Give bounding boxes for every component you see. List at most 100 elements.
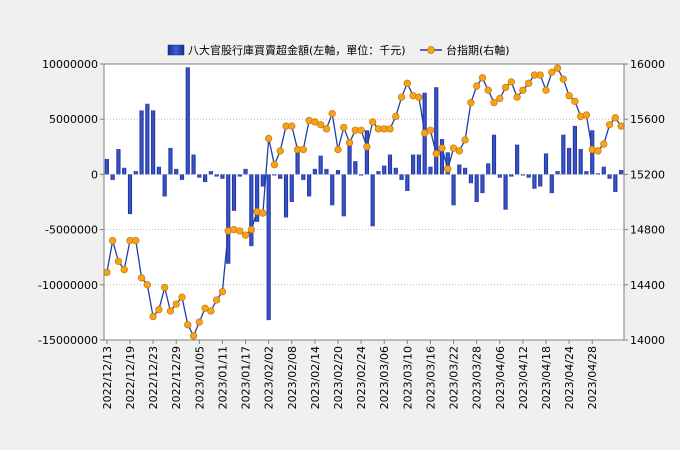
line-point — [507, 78, 515, 86]
left-axis-ticks: 10000000 5000000 0 -5000000 -10000000 -150000… — [38, 58, 104, 347]
x-tick-label: 2023/04/24 — [563, 346, 576, 409]
line-point — [357, 126, 365, 134]
line-point — [114, 257, 123, 265]
x-tick-label: 2023/03/22 — [448, 346, 461, 409]
line-point — [166, 307, 175, 315]
x-tick-label: 2023/02/08 — [286, 346, 299, 409]
line-point — [397, 93, 406, 101]
line-point — [600, 140, 608, 148]
bar — [416, 154, 421, 175]
line-point — [617, 122, 625, 130]
right-axis-ticks: 16000 15600 15200 14800 14400 14000 — [624, 58, 665, 347]
bar — [468, 174, 473, 184]
bar — [318, 155, 323, 175]
line-point — [525, 79, 533, 87]
line-series — [103, 64, 625, 340]
line-point — [270, 161, 279, 169]
bar — [382, 165, 387, 175]
bar — [434, 87, 439, 175]
line-point — [594, 147, 602, 155]
bar — [445, 152, 450, 175]
bar — [578, 149, 583, 175]
left-tick-label: -15000000 — [38, 334, 98, 347]
bar — [584, 171, 589, 175]
bar — [208, 171, 213, 175]
right-tick-label: 14800 — [630, 224, 665, 237]
plot-border — [103, 63, 625, 341]
bar — [370, 174, 375, 227]
bar — [272, 174, 277, 176]
line-point — [392, 112, 400, 121]
bar — [463, 167, 468, 175]
line-point — [103, 268, 111, 277]
line-point — [247, 225, 255, 234]
line-point — [259, 209, 267, 217]
bar — [601, 166, 606, 175]
line-point — [189, 332, 198, 340]
line-point — [218, 288, 227, 296]
bar — [619, 169, 624, 175]
bar — [174, 168, 179, 175]
bar — [301, 174, 306, 180]
line-point — [484, 86, 492, 94]
x-tick-label: 2023/03/10 — [401, 346, 414, 409]
line-point — [467, 98, 475, 107]
bar — [347, 142, 352, 175]
bar — [127, 174, 133, 215]
bar — [503, 174, 508, 210]
line-point — [501, 83, 510, 92]
x-tick-label: 2022/12/13 — [101, 346, 114, 409]
line-point — [143, 281, 151, 289]
bar — [538, 174, 543, 187]
bar — [613, 174, 618, 193]
bar — [104, 158, 109, 175]
line-point — [345, 139, 354, 147]
line-point — [565, 92, 573, 100]
line-point — [548, 68, 556, 76]
x-tick-label: 2023/03/16 — [424, 346, 437, 409]
bar — [133, 171, 138, 175]
bar — [509, 174, 514, 177]
bar — [526, 174, 531, 178]
line-point — [334, 145, 342, 154]
line-point — [241, 231, 250, 239]
bar — [231, 174, 237, 211]
bar — [255, 174, 260, 222]
line-point — [513, 93, 521, 101]
legend: 八大官股行庫買賣超金額(左軸，單位：千元) 台指期(右軸) — [167, 43, 510, 57]
line-point — [496, 94, 504, 103]
x-tick-label: 2023/04/06 — [494, 346, 507, 409]
line-point — [207, 307, 215, 315]
bar — [451, 174, 456, 206]
line-point — [369, 118, 377, 126]
right-tick-label: 14400 — [630, 279, 665, 292]
line-point — [322, 125, 331, 133]
line-point — [201, 304, 209, 312]
line-point — [536, 71, 544, 79]
plot-area — [104, 64, 624, 340]
bar — [156, 166, 161, 175]
left-tick-label: -10000000 — [38, 279, 98, 292]
line-point — [553, 64, 562, 72]
bar — [532, 174, 537, 189]
bar — [567, 147, 572, 175]
x-tick-label: 2023/01/05 — [193, 346, 206, 409]
right-tick-label: 14000 — [630, 334, 665, 347]
bar — [411, 154, 416, 175]
bar — [203, 174, 208, 183]
x-axis-ticks: 2022/12/13 2022/12/19 2022/12/23 2022/12/29… — [101, 340, 599, 409]
bar-series — [104, 67, 624, 321]
bar — [197, 174, 202, 178]
x-tick-label: 2023/03/28 — [471, 346, 484, 409]
x-tick-label: 2023/04/18 — [540, 346, 553, 409]
line-point — [444, 165, 452, 173]
bar — [595, 173, 601, 175]
line-point — [340, 123, 348, 132]
line-point — [109, 236, 117, 245]
line-point — [149, 312, 157, 321]
left-tick-label: 0 — [91, 168, 98, 181]
line-point — [178, 293, 186, 301]
line-point — [478, 74, 487, 82]
bar — [312, 168, 317, 175]
